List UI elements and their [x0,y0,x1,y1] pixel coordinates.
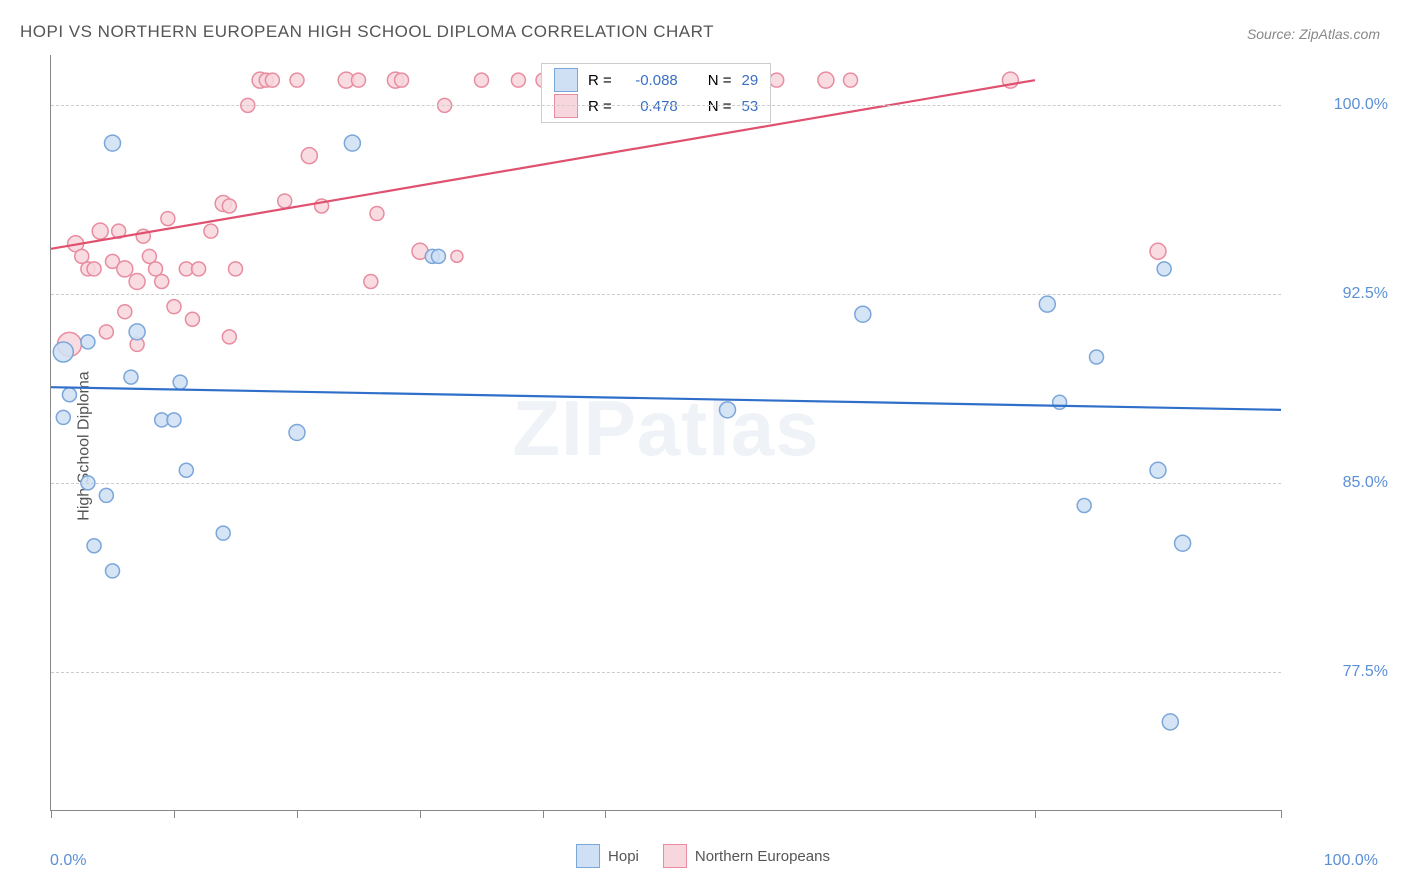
scatter-point [161,212,175,226]
scatter-point [1150,462,1166,478]
scatter-point [99,325,113,339]
legend-row-hopi: R = -0.088 N = 29 [554,68,758,92]
x-max-label: 100.0% [1324,852,1378,870]
x-tick [605,810,606,818]
x-tick [51,810,52,818]
scatter-point [364,275,378,289]
scatter-point [167,413,181,427]
gridline [51,672,1281,673]
scatter-point [155,275,169,289]
scatter-point [844,73,858,87]
scatter-point [173,375,187,389]
scatter-point [352,73,366,87]
r-value-hopi: -0.088 [622,72,678,89]
n-value-hopi: 29 [742,72,759,89]
swatch-ne [663,844,687,868]
y-tick-label: 92.5% [1343,285,1388,303]
scatter-point [53,342,73,362]
scatter-point [142,249,156,263]
scatter-point [105,135,121,151]
scatter-point [81,335,95,349]
scatter-point [475,73,489,87]
gridline [51,294,1281,295]
correlation-legend: R = -0.088 N = 29 R = 0.478 N = 53 [541,63,771,123]
scatter-point [99,488,113,502]
regression-line [51,387,1281,410]
legend-item-hopi: Hopi [576,844,639,868]
scatter-point [770,73,784,87]
scatter-point [1175,535,1191,551]
x-tick [420,810,421,818]
y-tick-label: 77.5% [1343,663,1388,681]
scatter-point [129,274,145,290]
scatter-point [344,135,360,151]
x-tick [297,810,298,818]
scatter-point [265,73,279,87]
scatter-point [1053,395,1067,409]
scatter-point [62,388,76,402]
x-tick [1281,810,1282,818]
scatter-point [395,73,409,87]
scatter-point [818,72,834,88]
scatter-point [1077,498,1091,512]
plot-area: ZIPatlas R = -0.088 N = 29 R = 0.478 N =… [50,55,1281,811]
scatter-point [185,312,199,326]
swatch-hopi [554,68,578,92]
r-label: R = [588,72,612,89]
legend-item-ne: Northern Europeans [663,844,830,868]
scatter-point [192,262,206,276]
x-tick [543,810,544,818]
scatter-point [167,300,181,314]
legend-label-ne: Northern Europeans [695,848,830,865]
scatter-point [1090,350,1104,364]
chart-title: HOPI VS NORTHERN EUROPEAN HIGH SCHOOL DI… [20,22,714,42]
scatter-point [290,73,304,87]
scatter-point [222,330,236,344]
scatter-point [222,199,236,213]
scatter-point [720,402,736,418]
scatter-point [92,223,108,239]
scatter-point [216,526,230,540]
scatter-point [855,306,871,322]
scatter-point [451,250,463,262]
scatter-point [370,207,384,221]
n-label: N = [708,72,732,89]
scatter-point [75,249,89,263]
scatter-point [278,194,292,208]
y-tick-label: 85.0% [1343,474,1388,492]
y-tick-label: 100.0% [1334,96,1388,114]
legend-label-hopi: Hopi [608,848,639,865]
series-legend: Hopi Northern Europeans [576,844,830,868]
swatch-hopi [576,844,600,868]
scatter-point [117,261,133,277]
scatter-point [118,305,132,319]
scatter-point [106,564,120,578]
scatter-point [1150,243,1166,259]
scatter-point [129,324,145,340]
scatter-point [301,148,317,164]
scatter-point [1162,714,1178,730]
x-min-label: 0.0% [50,852,86,870]
scatter-point [56,410,70,424]
scatter-point [204,224,218,238]
scatter-point [289,425,305,441]
scatter-point [179,463,193,477]
scatter-point [1157,262,1171,276]
source-label: Source: ZipAtlas.com [1247,26,1380,42]
scatter-point [87,539,101,553]
scatter-point [149,262,163,276]
x-tick [1035,810,1036,818]
gridline [51,105,1281,106]
scatter-point [1039,296,1055,312]
scatter-point [431,249,445,263]
scatter-point [124,370,138,384]
x-tick [174,810,175,818]
scatter-point [87,262,101,276]
scatter-point [229,262,243,276]
gridline [51,483,1281,484]
chart-svg [51,55,1281,810]
scatter-point [511,73,525,87]
